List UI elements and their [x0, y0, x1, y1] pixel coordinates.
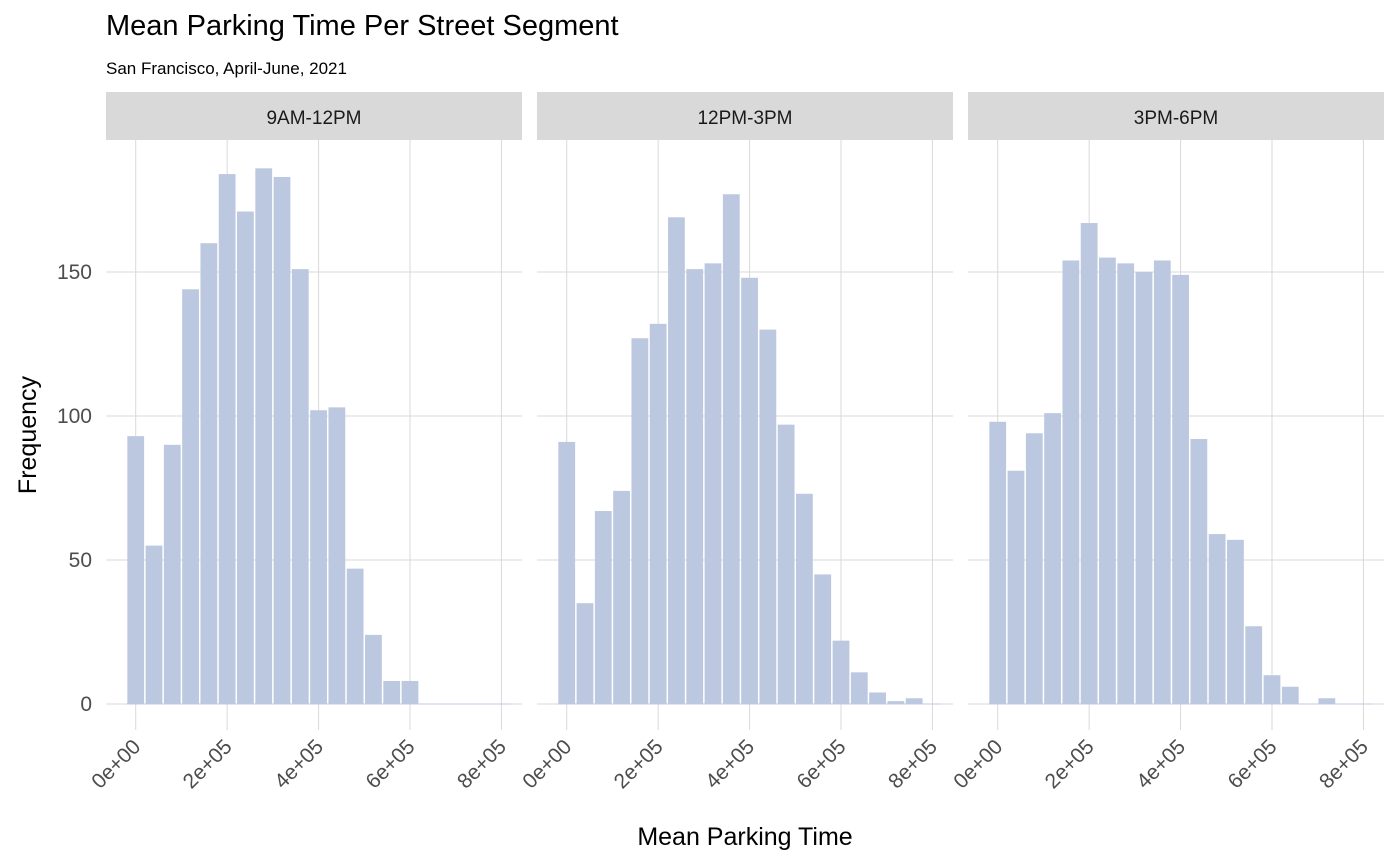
- facet-strip: [968, 92, 1384, 140]
- facet-strip-label: 3PM-6PM: [1134, 108, 1218, 129]
- histogram-bar: [594, 511, 612, 704]
- histogram-bar: [1099, 257, 1116, 704]
- y-tick-label: 0: [80, 693, 92, 716]
- histogram-bar: [1080, 223, 1098, 705]
- x-tick-label: 4e+05: [1132, 735, 1190, 793]
- histogram-bar: [1062, 260, 1080, 704]
- histogram-bar: [1263, 675, 1281, 704]
- histogram-bar: [722, 194, 740, 705]
- y-axis-title: Frequency: [14, 375, 42, 494]
- histogram-bar: [163, 444, 181, 704]
- x-tick-label: 8e+05: [453, 735, 511, 793]
- histogram-bar: [310, 410, 327, 704]
- x-tick-label: 2e+05: [610, 735, 668, 793]
- histogram-bar: [401, 680, 419, 704]
- histogram-bar: [668, 217, 685, 704]
- histogram-bar: [1190, 439, 1208, 704]
- x-tick-label: 8e+05: [884, 735, 942, 793]
- histogram-bar: [1281, 686, 1299, 704]
- histogram-bar: [1025, 433, 1043, 704]
- x-tick-label: 8e+05: [1315, 735, 1373, 793]
- histogram-bar: [558, 441, 576, 704]
- histogram-bar: [1208, 534, 1226, 704]
- histogram-bar: [613, 490, 630, 704]
- histogram-bar: [273, 176, 291, 704]
- chart-subtitle: San Francisco, April-June, 2021: [106, 59, 347, 78]
- histogram-bar: [346, 568, 364, 704]
- histogram-bar: [989, 421, 1007, 704]
- histogram-bar: [1318, 698, 1336, 704]
- x-tick-label: 0e+00: [87, 735, 145, 793]
- histogram-bar: [777, 424, 795, 704]
- histogram-bar: [218, 174, 236, 704]
- x-tick-label: 4e+05: [270, 735, 328, 793]
- histogram-bar: [887, 701, 905, 704]
- histogram-bar: [649, 323, 667, 704]
- histogram-bar: [631, 338, 649, 704]
- histogram-bar: [576, 603, 594, 704]
- x-tick-label: 0e+00: [949, 735, 1007, 793]
- histogram-bar: [1153, 260, 1171, 704]
- histogram-bar: [1117, 263, 1135, 704]
- histogram-bar: [365, 634, 382, 704]
- histogram-bar: [237, 211, 254, 704]
- histogram-bar: [832, 640, 850, 704]
- x-axis-title: Mean Parking Time: [637, 823, 852, 851]
- histogram-bar: [1007, 470, 1025, 704]
- histogram-bar: [850, 672, 868, 704]
- histogram-bar: [1227, 539, 1244, 704]
- histogram-bar: [200, 243, 218, 704]
- histogram-bar: [869, 692, 886, 704]
- histogram-bar: [905, 698, 923, 704]
- histogram-bar: [127, 436, 145, 704]
- facet-strip-label: 12PM-3PM: [697, 108, 792, 129]
- histogram-bar: [255, 168, 273, 704]
- x-tick-label: 6e+05: [793, 735, 851, 793]
- chart-title: Mean Parking Time Per Street Segment: [106, 10, 619, 42]
- histogram-bar: [328, 407, 346, 704]
- y-tick-label: 50: [69, 549, 92, 572]
- facet-strip: [537, 92, 953, 140]
- histogram-bar: [741, 277, 758, 704]
- histogram-bar: [1172, 274, 1189, 704]
- y-tick-label: 100: [57, 405, 92, 428]
- histogram-bar: [796, 493, 813, 704]
- histogram-bar: [1135, 272, 1153, 704]
- histogram-bar: [182, 289, 199, 704]
- histogram-bar: [383, 680, 401, 704]
- x-tick-label: 2e+05: [1041, 735, 1099, 793]
- histogram-bar: [291, 269, 309, 704]
- histogram-bar: [1044, 413, 1061, 704]
- histogram-bar: [145, 545, 163, 704]
- facet-strip-label: 9AM-12PM: [266, 108, 361, 129]
- y-tick-label: 150: [57, 261, 92, 284]
- histogram-bar: [686, 269, 704, 704]
- x-tick-label: 6e+05: [362, 735, 420, 793]
- x-tick-label: 0e+00: [518, 735, 576, 793]
- facet-strip: [106, 92, 522, 140]
- histogram-bar: [1245, 626, 1263, 704]
- histogram-bar: [704, 263, 722, 704]
- x-tick-label: 2e+05: [179, 735, 237, 793]
- histogram-bar: [759, 329, 777, 704]
- histogram-bar: [814, 574, 832, 704]
- x-tick-label: 4e+05: [701, 735, 759, 793]
- x-tick-label: 6e+05: [1224, 735, 1282, 793]
